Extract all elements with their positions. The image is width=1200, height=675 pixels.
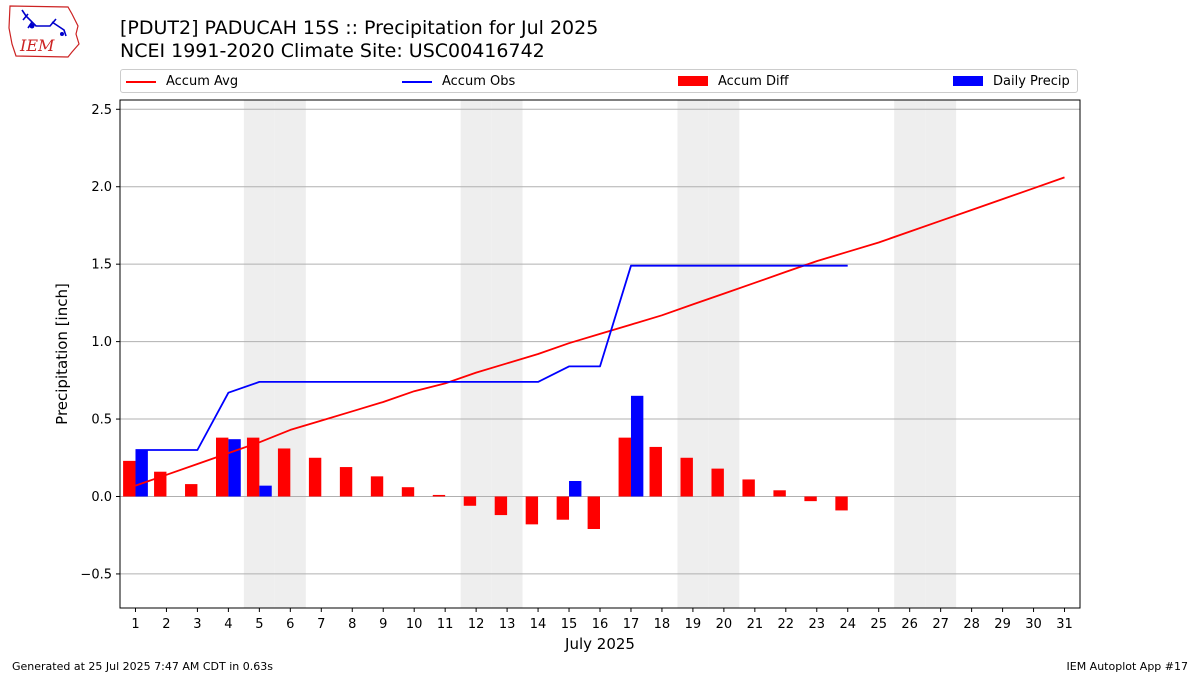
x-tick-label: 10 bbox=[406, 617, 423, 632]
legend-label: Daily Precip bbox=[993, 74, 1070, 89]
x-tick-label: 26 bbox=[901, 617, 918, 632]
weekend-band bbox=[708, 100, 740, 608]
logo-text: IEM bbox=[19, 36, 55, 55]
accum-diff-bar bbox=[494, 496, 508, 516]
accum-diff-bar bbox=[308, 457, 322, 497]
x-tick-label: 3 bbox=[193, 617, 201, 632]
x-tick-label: 27 bbox=[932, 617, 949, 632]
weekend-band bbox=[243, 100, 275, 608]
x-tick-label: 16 bbox=[592, 617, 609, 632]
accum-diff-bar bbox=[432, 494, 446, 497]
daily-precip-bar bbox=[259, 485, 272, 497]
generated-timestamp: Generated at 25 Jul 2025 7:47 AM CDT in … bbox=[12, 660, 273, 673]
accum-diff-bar bbox=[649, 446, 662, 497]
accum-diff-bar bbox=[463, 496, 477, 506]
daily-precip-bar bbox=[630, 395, 644, 497]
y-tick-label: −0.5 bbox=[80, 567, 112, 582]
y-tick-label: 0.0 bbox=[91, 490, 112, 505]
x-tick-label: 11 bbox=[437, 617, 454, 632]
x-tick-label: 21 bbox=[747, 617, 764, 632]
weekend-band bbox=[925, 100, 957, 608]
iem-logo: IEM bbox=[8, 5, 80, 58]
accum-diff-bar bbox=[618, 437, 631, 497]
chart-subtitle: NCEI 1991-2020 Climate Site: USC00416742 bbox=[120, 40, 545, 62]
x-tick-label: 12 bbox=[468, 617, 485, 632]
x-tick-label: 7 bbox=[317, 617, 325, 632]
y-tick-label: 1.5 bbox=[91, 258, 112, 273]
plot-frame bbox=[119, 99, 1081, 609]
x-tick-label: 17 bbox=[623, 617, 640, 632]
y-axis-label: Precipitation [inch] bbox=[53, 283, 71, 425]
legend-label: Accum Diff bbox=[718, 74, 789, 89]
x-tick-label: 29 bbox=[994, 617, 1011, 632]
weekend-band bbox=[274, 100, 306, 608]
accum-diff-bar bbox=[556, 496, 570, 520]
legend-label: Accum Obs bbox=[442, 74, 516, 89]
x-tick-label: 18 bbox=[654, 617, 671, 632]
weekend-band bbox=[460, 100, 492, 608]
y-tick-label: 1.0 bbox=[91, 335, 112, 350]
accum-diff-bar bbox=[370, 476, 384, 497]
x-tick-label: 24 bbox=[839, 617, 856, 632]
x-tick-label: 8 bbox=[348, 617, 356, 632]
legend-swatch bbox=[402, 81, 432, 83]
legend-label: Accum Avg bbox=[166, 74, 239, 89]
x-tick-label: 31 bbox=[1056, 617, 1073, 632]
accum-diff-bar bbox=[185, 484, 198, 497]
x-tick-label: 2 bbox=[162, 617, 170, 632]
x-tick-label: 1 bbox=[131, 617, 139, 632]
x-axis-label: July 2025 bbox=[564, 635, 635, 653]
x-tick-label: 23 bbox=[809, 617, 826, 632]
x-tick-label: 25 bbox=[870, 617, 887, 632]
accum-diff-bar bbox=[680, 457, 693, 497]
y-tick-label: 2.0 bbox=[91, 180, 112, 195]
x-tick-label: 28 bbox=[963, 617, 980, 632]
x-tick-label: 19 bbox=[685, 617, 702, 632]
accum-diff-bar bbox=[401, 487, 415, 497]
accum-diff-bar bbox=[742, 479, 755, 497]
x-tick-label: 5 bbox=[255, 617, 263, 632]
x-tick-label: 14 bbox=[530, 617, 547, 632]
accum-diff-bar bbox=[216, 437, 229, 497]
accum-avg-line bbox=[135, 176, 1065, 487]
y-tick-label: 2.5 bbox=[91, 103, 112, 118]
x-tick-label: 20 bbox=[716, 617, 733, 632]
chart-legend: Accum Avg Accum Obs Accum Diff Daily Pre… bbox=[120, 69, 1078, 93]
accum-diff-bar bbox=[339, 467, 353, 497]
chart-title: [PDUT2] PADUCAH 15S :: Precipitation for… bbox=[120, 17, 599, 39]
accum-diff-bar bbox=[773, 490, 786, 497]
accum-diff-bar bbox=[246, 437, 260, 497]
accum-diff-bar bbox=[587, 496, 600, 530]
x-tick-label: 22 bbox=[778, 617, 795, 632]
legend-swatch bbox=[953, 76, 983, 86]
legend-swatch bbox=[126, 81, 156, 83]
x-tick-label: 9 bbox=[379, 617, 387, 632]
accum-diff-bar bbox=[277, 448, 291, 497]
weekend-band bbox=[894, 100, 926, 608]
legend-swatch bbox=[678, 76, 708, 86]
x-tick-label: 15 bbox=[561, 617, 578, 632]
x-tick-label: 4 bbox=[224, 617, 232, 632]
accum-diff-bar bbox=[711, 468, 724, 497]
daily-precip-bar bbox=[135, 450, 148, 497]
weekend-band bbox=[491, 100, 523, 608]
weekend-band bbox=[677, 100, 709, 608]
x-tick-label: 13 bbox=[499, 617, 516, 632]
accum-diff-bar bbox=[835, 496, 848, 511]
x-tick-label: 6 bbox=[286, 617, 294, 632]
y-tick-label: 0.5 bbox=[91, 413, 112, 428]
daily-precip-bar bbox=[228, 439, 241, 497]
accum-diff-bar bbox=[525, 496, 539, 525]
accum-diff-bar bbox=[804, 496, 817, 502]
daily-precip-bar bbox=[569, 481, 582, 497]
x-tick-label: 30 bbox=[1025, 617, 1042, 632]
accum-obs-line bbox=[135, 264, 848, 451]
app-label: IEM Autoplot App #17 bbox=[1066, 660, 1189, 673]
accum-diff-bar bbox=[123, 460, 136, 497]
